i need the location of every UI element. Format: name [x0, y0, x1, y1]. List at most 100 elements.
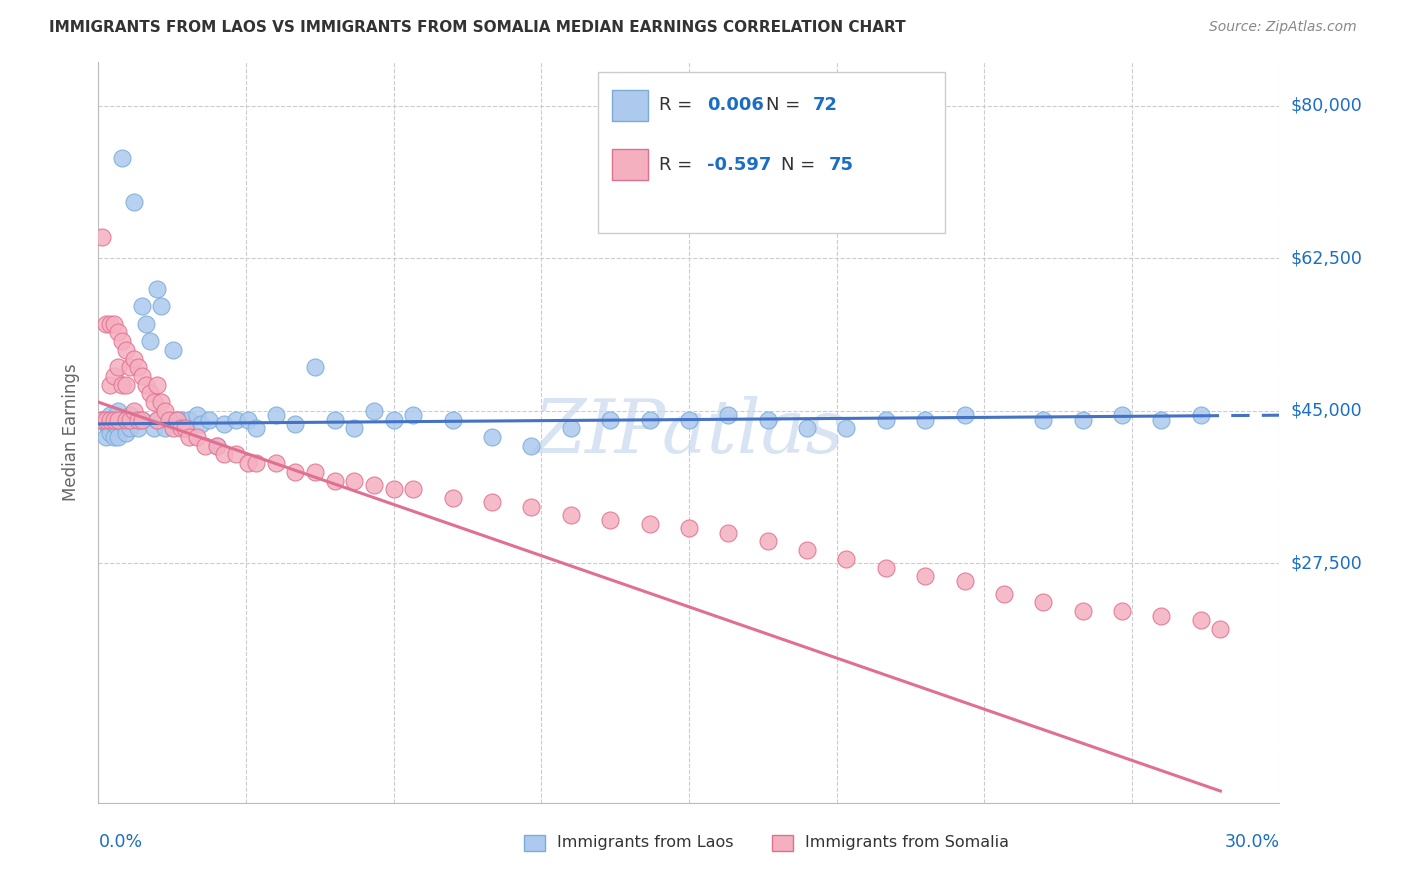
- Point: [194, 439, 217, 453]
- Point: [98, 412, 121, 426]
- FancyBboxPatch shape: [523, 835, 546, 851]
- Point: [91, 412, 114, 426]
- Point: [96, 417, 118, 431]
- Point: [146, 282, 169, 296]
- Point: [111, 377, 134, 392]
- Point: [186, 408, 208, 422]
- Point: [162, 421, 184, 435]
- Text: $62,500: $62,500: [1291, 250, 1362, 268]
- Point: [304, 465, 326, 479]
- Point: [91, 412, 114, 426]
- Point: [1071, 604, 1094, 618]
- Point: [304, 360, 326, 375]
- Point: [166, 412, 188, 426]
- Point: [638, 517, 661, 532]
- Point: [835, 552, 858, 566]
- Point: [103, 412, 125, 426]
- Point: [205, 439, 228, 453]
- Point: [343, 421, 366, 435]
- Point: [1032, 595, 1054, 609]
- Point: [115, 377, 138, 392]
- Text: N =: N =: [782, 155, 821, 174]
- Point: [717, 525, 740, 540]
- Point: [107, 360, 129, 375]
- Point: [236, 456, 259, 470]
- Point: [170, 412, 193, 426]
- Point: [1150, 412, 1173, 426]
- Point: [756, 534, 779, 549]
- Point: [1189, 408, 1212, 422]
- Point: [245, 456, 267, 470]
- Point: [115, 343, 138, 357]
- Text: $27,500: $27,500: [1291, 554, 1362, 573]
- Point: [520, 500, 543, 514]
- Point: [1189, 613, 1212, 627]
- Point: [150, 395, 173, 409]
- Point: [875, 560, 897, 574]
- Text: $45,000: $45,000: [1291, 401, 1362, 420]
- Point: [142, 421, 165, 435]
- Point: [363, 478, 385, 492]
- Point: [111, 334, 134, 348]
- Point: [914, 412, 936, 426]
- Point: [150, 299, 173, 313]
- Point: [214, 447, 236, 461]
- Point: [107, 421, 129, 435]
- Point: [122, 412, 145, 426]
- Point: [157, 412, 180, 426]
- Point: [284, 417, 307, 431]
- Point: [481, 495, 503, 509]
- Point: [1071, 412, 1094, 426]
- Point: [118, 412, 141, 426]
- Point: [135, 317, 157, 331]
- Point: [103, 430, 125, 444]
- Point: [225, 412, 247, 426]
- FancyBboxPatch shape: [598, 72, 945, 234]
- Text: $80,000: $80,000: [1291, 97, 1362, 115]
- Point: [441, 412, 464, 426]
- Point: [107, 412, 129, 426]
- Point: [560, 421, 582, 435]
- Point: [162, 343, 184, 357]
- Point: [103, 417, 125, 431]
- Point: [717, 408, 740, 422]
- Point: [560, 508, 582, 523]
- Point: [382, 412, 405, 426]
- Point: [103, 369, 125, 384]
- Point: [245, 421, 267, 435]
- Point: [138, 386, 160, 401]
- Point: [1150, 608, 1173, 623]
- Point: [146, 412, 169, 426]
- Point: [131, 412, 153, 426]
- Point: [166, 412, 188, 426]
- Text: R =: R =: [659, 155, 699, 174]
- Text: 72: 72: [813, 96, 838, 114]
- Point: [135, 377, 157, 392]
- Point: [111, 412, 134, 426]
- Point: [190, 417, 212, 431]
- Point: [127, 412, 149, 426]
- Point: [481, 430, 503, 444]
- Point: [98, 425, 121, 440]
- Point: [323, 412, 346, 426]
- Text: 0.0%: 0.0%: [98, 833, 142, 851]
- Point: [363, 404, 385, 418]
- Point: [115, 412, 138, 426]
- Point: [197, 412, 219, 426]
- Text: R =: R =: [659, 96, 699, 114]
- Point: [756, 412, 779, 426]
- Point: [98, 421, 121, 435]
- Point: [323, 474, 346, 488]
- Point: [122, 404, 145, 418]
- Point: [118, 360, 141, 375]
- Point: [103, 317, 125, 331]
- Point: [118, 421, 141, 435]
- Point: [98, 317, 121, 331]
- Point: [678, 412, 700, 426]
- Text: ZIPatlas: ZIPatlas: [533, 396, 845, 469]
- Point: [678, 521, 700, 535]
- Point: [96, 317, 118, 331]
- Point: [225, 447, 247, 461]
- Text: 0.006: 0.006: [707, 96, 763, 114]
- Text: 30.0%: 30.0%: [1225, 833, 1279, 851]
